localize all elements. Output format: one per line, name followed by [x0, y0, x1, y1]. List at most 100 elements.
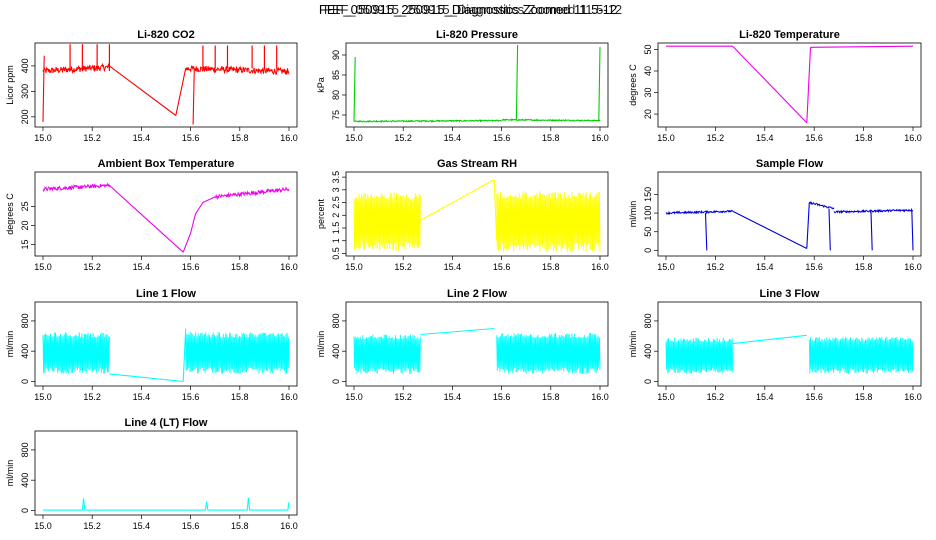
x-tick-label: 15.0: [345, 392, 363, 402]
x-tick-label: 15.6: [182, 262, 200, 272]
x-tick-label: 15.8: [231, 521, 249, 531]
x-tick-label: 15.6: [805, 262, 823, 272]
y-tick-label: 150: [643, 187, 653, 202]
panel-li820-temperature: Li-820 Temperature 15.0 15.2 15.4 15.6 15.8 16…: [628, 29, 922, 143]
y-axis-label: ml/min: [5, 460, 15, 487]
x-tick-label: 16.0: [280, 521, 298, 531]
noisy-band: [353, 334, 421, 374]
series-line-2-flow: [353, 327, 601, 374]
x-tick-label: 15.4: [756, 392, 774, 402]
x-tick-label: 15.6: [182, 521, 200, 531]
series-line: [420, 179, 495, 221]
x-tick-label: 15.8: [231, 133, 249, 143]
x-tick-label: 15.0: [34, 521, 52, 531]
noisy-line: [808, 201, 835, 210]
noisy-line: [42, 62, 110, 75]
y-tick-label: 0: [20, 379, 30, 384]
x-tick-label: 15.4: [444, 392, 462, 402]
series-line: [515, 44, 519, 120]
y-tick-label: 400: [331, 344, 341, 359]
panel-line-3-flow: Line 3 Flow 15.0 15.2 15.4 15.6 15.8 16.0 0 400 8…: [628, 288, 922, 402]
series-line: [732, 334, 807, 345]
x-tick-label: 15.8: [855, 392, 873, 402]
y-axis-label: Licor ppm: [5, 65, 15, 105]
plot-frame: [34, 301, 298, 387]
noisy-band: [353, 192, 421, 251]
y-axis-label: degrees C: [628, 64, 638, 106]
y-axis-label: kPa: [316, 77, 326, 93]
y-axis-label: degrees C: [5, 193, 15, 235]
figure-title-overlap: FEF_050915_250915_Diagnostics Zoomed 11.…: [324, 2, 622, 17]
x-tick-label: 15.8: [542, 262, 560, 272]
panel-title: Line 4 (LT) Flow: [125, 417, 208, 429]
y-axis-label: percent: [316, 198, 326, 229]
noisy-band: [185, 332, 290, 374]
x-tick-label: 15.8: [855, 133, 873, 143]
y-tick-label: 0: [643, 248, 653, 253]
y-tick-label: 40: [643, 66, 653, 76]
y-tick-label: 400: [20, 473, 30, 488]
x-tick-label: 15.2: [394, 392, 412, 402]
y-tick-label: 90: [331, 50, 341, 60]
y-axis-label: ml/min: [5, 331, 15, 358]
panel-title: Li-820 CO2: [137, 29, 194, 41]
plot-frame: [657, 42, 922, 128]
x-tick-label: 15.4: [133, 521, 151, 531]
y-tick-label: 2: [331, 213, 341, 218]
plot-frame: [657, 171, 922, 257]
x-tick-label: 15.6: [182, 392, 200, 402]
series-line: [828, 208, 831, 251]
series-line: [109, 184, 184, 253]
y-tick-label: 400: [643, 344, 653, 359]
series-ambient-box-temperature: [42, 182, 290, 253]
panel-line-2-flow: Line 2 Flow 15.0 15.2 15.4 15.6 15.8 16.0 0 400 8…: [316, 288, 609, 402]
y-tick-label: 800: [20, 442, 30, 457]
x-tick-label: 15.2: [394, 262, 412, 272]
x-tick-label: 15.4: [444, 262, 462, 272]
y-axis-label: ml/min: [316, 331, 326, 358]
series-line: [109, 65, 177, 116]
x-tick-label: 16.0: [280, 133, 298, 143]
x-tick-label: 15.2: [394, 133, 412, 143]
panel-ambient-box-temperature: Ambient Box Temperature 15.0 15.2 15.4 15.6 1…: [5, 158, 298, 272]
x-tick-label: 15.0: [34, 262, 52, 272]
y-tick-label: 200: [20, 109, 30, 124]
y-tick-label: 300: [20, 84, 30, 99]
series-line-3-flow: [665, 334, 914, 374]
series-line: [806, 47, 812, 123]
noisy-line: [185, 65, 290, 76]
x-tick-label: 15.6: [182, 133, 200, 143]
series-line: [420, 327, 495, 336]
y-tick-label: 30: [643, 88, 653, 98]
plot-frame: [34, 430, 298, 516]
x-tick-label: 15.8: [542, 392, 560, 402]
x-tick-label: 16.0: [591, 392, 609, 402]
x-tick-label: 15.6: [493, 392, 511, 402]
x-tick-label: 15.4: [133, 392, 151, 402]
series-line: [810, 45, 914, 48]
figure-title: FEF_050915_250915_Diagnostics Zoomed 11.…: [319, 2, 617, 17]
y-tick-label: 0: [20, 508, 30, 513]
series-li820-temperature: [666, 45, 914, 124]
x-tick-label: 16.0: [280, 262, 298, 272]
y-tick-label: 50: [643, 44, 653, 54]
plot-frame: [34, 171, 298, 257]
series-line: [806, 202, 810, 249]
y-tick-label: 25: [20, 201, 30, 211]
panel-title: Li-820 Pressure: [436, 29, 518, 41]
panel-title: Gas Stream RH: [437, 158, 517, 170]
x-tick-label: 15.6: [805, 133, 823, 143]
y-tick-label: 100: [643, 206, 653, 221]
series-li820-co2: [42, 44, 290, 125]
y-axis-label: ml/min: [628, 331, 638, 358]
x-tick-label: 15.4: [133, 262, 151, 272]
y-tick-label: 3.5: [331, 171, 341, 184]
panel-title: Line 3 Flow: [760, 288, 820, 300]
x-tick-label: 15.2: [83, 521, 101, 531]
noisy-band: [808, 336, 914, 374]
x-tick-label: 15.0: [34, 133, 52, 143]
y-tick-label: 1: [331, 238, 341, 243]
x-tick-label: 15.0: [345, 262, 363, 272]
x-tick-label: 15.6: [493, 262, 511, 272]
noisy-band: [496, 191, 601, 253]
